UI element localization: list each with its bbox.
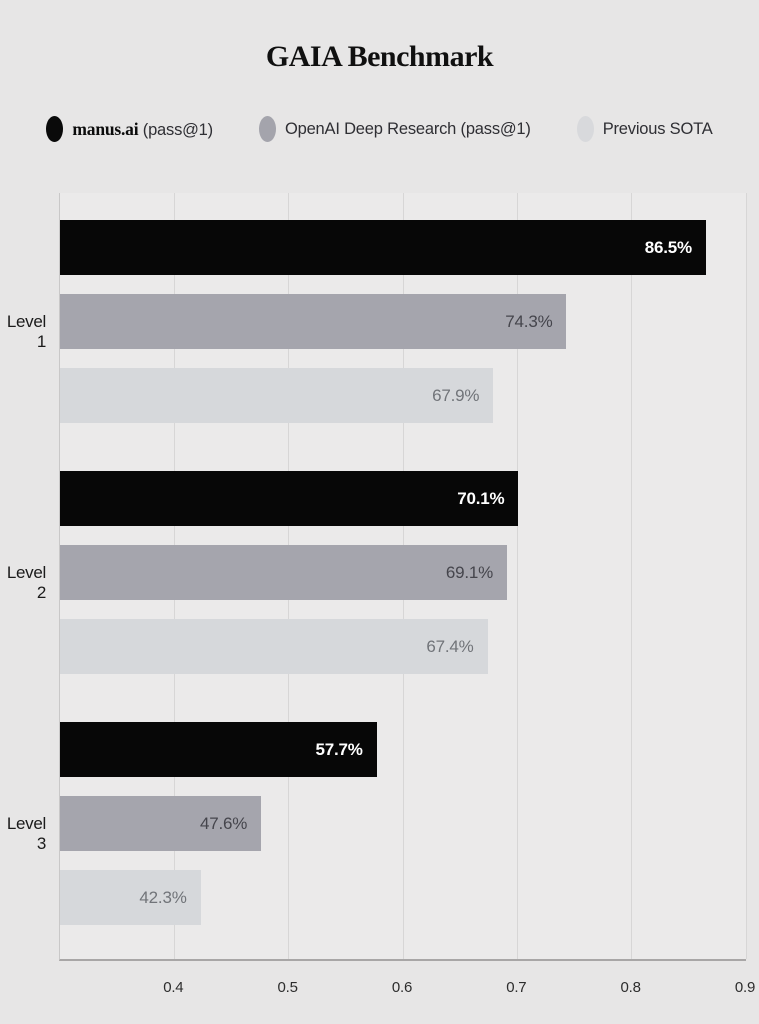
bar-value-label: 42.3% bbox=[139, 887, 187, 907]
gridline-0.9 bbox=[745, 193, 747, 959]
bar-level-3-series-0: 57.7% bbox=[60, 722, 377, 777]
bar-value-label: 67.9% bbox=[432, 385, 480, 405]
x-tick-label-0.7: 0.7 bbox=[506, 979, 527, 996]
bar-level-2-series-2: 67.4% bbox=[60, 619, 488, 674]
x-tick-label-0.4: 0.4 bbox=[163, 979, 184, 996]
legend-item-2: Previous SOTA bbox=[576, 116, 713, 142]
bar-value-label: 47.6% bbox=[200, 813, 248, 833]
legend-item-1: OpenAI Deep Research (pass@1) bbox=[258, 116, 531, 142]
bar-value-label: 74.3% bbox=[505, 311, 553, 331]
chart-title: GAIA Benchmark bbox=[265, 40, 494, 73]
bar-value-label: 70.1% bbox=[457, 488, 505, 508]
legend-marker-icon bbox=[46, 116, 64, 142]
bar-level-3-series-2: 42.3% bbox=[60, 870, 201, 925]
legend-marker-icon bbox=[258, 116, 276, 142]
bar-value-label: 57.7% bbox=[315, 739, 363, 759]
bar-value-label: 86.5% bbox=[644, 237, 692, 257]
gridline-0.7 bbox=[516, 193, 518, 959]
bar-level-2-series-0: 70.1% bbox=[60, 471, 519, 526]
x-tick-label-0.9: 0.9 bbox=[734, 979, 756, 996]
gridline-0.8 bbox=[631, 193, 633, 959]
bar-level-1-series-2: 67.9% bbox=[60, 368, 494, 423]
legend-label: Previous SOTA bbox=[602, 119, 713, 138]
bar-value-label: 67.4% bbox=[426, 636, 474, 656]
bar-level-1-series-1: 74.3% bbox=[60, 294, 567, 349]
x-tick-label-0.5: 0.5 bbox=[277, 979, 298, 996]
bar-value-label: 69.1% bbox=[445, 562, 494, 582]
x-tick-label-0.6: 0.6 bbox=[391, 979, 413, 996]
legend-label: manus.ai (pass@1) bbox=[72, 118, 213, 139]
x-tick-label-0.8: 0.8 bbox=[620, 979, 641, 996]
legend-label: OpenAI Deep Research (pass@1) bbox=[284, 119, 531, 138]
legend-marker-icon bbox=[576, 116, 594, 142]
bar-level-2-series-1: 69.1% bbox=[60, 545, 508, 600]
legend-item-0: manus.ai (pass@1) bbox=[46, 116, 213, 142]
category-label-level-3: Level 3 bbox=[6, 813, 46, 853]
category-label-level-1: Level 1 bbox=[6, 311, 46, 351]
plot-area: 86.5% 74.3% 67.9% 70.1% 69.1% 67.4% 57.7% 47.6%… bbox=[59, 193, 747, 961]
bar-level-3-series-1: 47.6% bbox=[60, 796, 262, 851]
category-label-level-2: Level 2 bbox=[6, 562, 46, 602]
legend-brand-text: manus.ai bbox=[72, 118, 139, 139]
legend: manus.ai (pass@1) OpenAI Deep Research (p… bbox=[0, 110, 759, 148]
bar-level-1-series-0: 86.5% bbox=[60, 220, 706, 275]
